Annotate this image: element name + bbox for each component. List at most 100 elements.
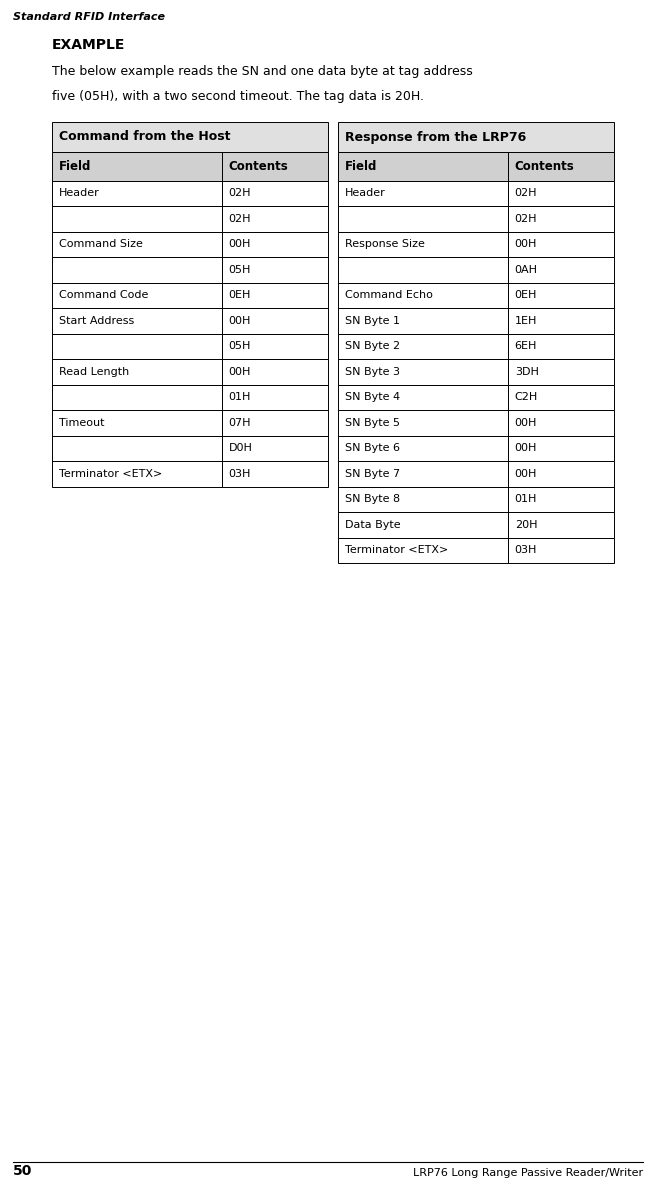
Text: Command Code: Command Code [59, 290, 148, 300]
Text: Timeout: Timeout [59, 418, 104, 427]
Text: 00H: 00H [515, 418, 537, 427]
Text: Header: Header [59, 188, 100, 198]
Bar [222, 436, 328, 461]
Bar [52, 122, 328, 152]
Bar [508, 308, 614, 334]
Bar [52, 206, 222, 232]
Bar [338, 538, 508, 563]
Bar [508, 384, 614, 410]
Bar [508, 206, 614, 232]
Text: 03H: 03H [515, 545, 537, 556]
Text: 00H: 00H [229, 316, 251, 325]
Bar [338, 206, 508, 232]
Bar [508, 180, 614, 206]
Bar [222, 410, 328, 436]
Bar [508, 512, 614, 538]
Text: 0AH: 0AH [515, 265, 538, 275]
Bar [508, 461, 614, 486]
Text: five (05H), with a two second timeout. The tag data is 20H.: five (05H), with a two second timeout. T… [52, 90, 424, 103]
Text: Response Size: Response Size [345, 239, 425, 250]
Bar [338, 461, 508, 486]
Bar [338, 152, 508, 180]
Bar [338, 122, 614, 152]
Text: Field: Field [59, 160, 91, 173]
Bar [338, 384, 508, 410]
Bar [338, 334, 508, 359]
Bar [508, 334, 614, 359]
Bar [52, 308, 222, 334]
Text: 0EH: 0EH [229, 290, 251, 300]
Bar [52, 410, 222, 436]
Text: Contents: Contents [515, 160, 575, 173]
Bar [52, 461, 222, 486]
Bar [338, 512, 508, 538]
Bar [508, 436, 614, 461]
Text: SN Byte 8: SN Byte 8 [345, 494, 400, 504]
Bar [52, 359, 222, 384]
Text: LRP76 Long Range Passive Reader/Writer: LRP76 Long Range Passive Reader/Writer [413, 1168, 643, 1178]
Text: EXAMPLE: EXAMPLE [52, 38, 125, 52]
Text: SN Byte 1: SN Byte 1 [345, 316, 400, 325]
Text: 02H: 02H [229, 188, 251, 198]
Bar [52, 232, 222, 257]
Text: 02H: 02H [515, 188, 537, 198]
Bar [338, 232, 508, 257]
Bar [508, 232, 614, 257]
Bar [52, 257, 222, 282]
Bar [508, 538, 614, 563]
Text: 6EH: 6EH [515, 341, 537, 352]
Bar [52, 180, 222, 206]
Text: Contents: Contents [229, 160, 289, 173]
Text: Command Size: Command Size [59, 239, 143, 250]
Bar [508, 359, 614, 384]
Bar [52, 282, 222, 308]
Text: 50: 50 [13, 1164, 32, 1178]
Text: The below example reads the SN and one data byte at tag address: The below example reads the SN and one d… [52, 65, 473, 78]
Text: Command Echo: Command Echo [345, 290, 433, 300]
Text: Terminator <ETX>: Terminator <ETX> [59, 469, 162, 479]
Bar [222, 180, 328, 206]
Text: 03H: 03H [229, 469, 251, 479]
Text: SN Byte 6: SN Byte 6 [345, 443, 400, 454]
Text: 00H: 00H [515, 469, 537, 479]
Text: Data Byte: Data Byte [345, 520, 401, 529]
Bar [222, 384, 328, 410]
Bar [508, 152, 614, 180]
Text: 20H: 20H [515, 520, 537, 529]
Bar [222, 206, 328, 232]
Bar [52, 334, 222, 359]
Text: 00H: 00H [515, 239, 537, 250]
Bar [338, 180, 508, 206]
Text: Standard RFID Interface: Standard RFID Interface [13, 12, 165, 22]
Text: 01H: 01H [515, 494, 537, 504]
Bar [52, 152, 222, 180]
Bar [508, 486, 614, 512]
Bar [338, 282, 508, 308]
Text: 01H: 01H [229, 392, 251, 402]
Text: 02H: 02H [229, 214, 251, 223]
Text: D0H: D0H [229, 443, 253, 454]
Bar [222, 359, 328, 384]
Bar [222, 461, 328, 486]
Text: Start Address: Start Address [59, 316, 134, 325]
Bar [338, 436, 508, 461]
Bar [52, 436, 222, 461]
Text: Field: Field [345, 160, 377, 173]
Text: Terminator <ETX>: Terminator <ETX> [345, 545, 448, 556]
Text: 00H: 00H [229, 367, 251, 377]
Bar [338, 359, 508, 384]
Bar [338, 486, 508, 512]
Bar [508, 282, 614, 308]
Bar [338, 308, 508, 334]
Bar [338, 257, 508, 282]
Bar [222, 152, 328, 180]
Text: 02H: 02H [515, 214, 537, 223]
Text: Read Length: Read Length [59, 367, 129, 377]
Bar [222, 308, 328, 334]
Text: 0EH: 0EH [515, 290, 537, 300]
Bar [508, 257, 614, 282]
Text: SN Byte 4: SN Byte 4 [345, 392, 400, 402]
Bar [222, 257, 328, 282]
Text: SN Byte 2: SN Byte 2 [345, 341, 400, 352]
Bar [222, 282, 328, 308]
